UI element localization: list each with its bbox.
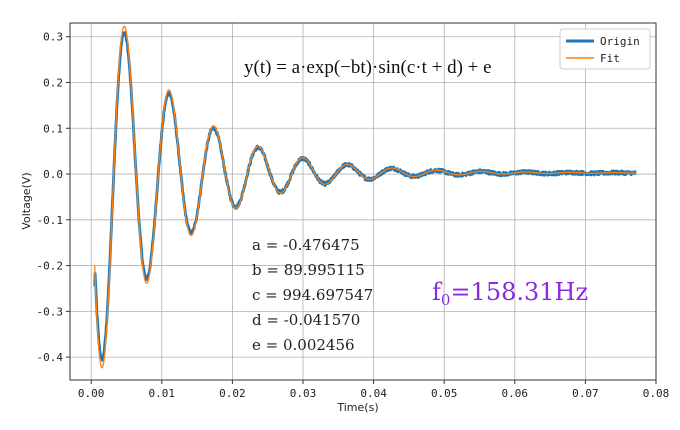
x-tick-label: 0.04 [360, 387, 387, 400]
param-d: d = -0.041570 [252, 311, 360, 329]
frequency-subscript: 0 [441, 291, 451, 309]
frequency-value: =158.31Hz [450, 278, 588, 306]
frequency-symbol: f [432, 278, 443, 306]
y-tick-label: -0.4 [37, 351, 64, 364]
x-tick-label: 0.05 [431, 387, 458, 400]
y-tick-label: -0.1 [37, 214, 64, 227]
param-e: e = 0.002456 [252, 336, 355, 354]
series-group [93, 25, 638, 369]
x-tick-label: 0.02 [219, 387, 246, 400]
x-tick-label: 0.00 [78, 387, 105, 400]
legend-label-fit: Fit [600, 52, 620, 65]
y-tick-label: -0.2 [37, 260, 64, 273]
param-b: b = 89.995115 [252, 261, 365, 279]
y-tick-label: 0.2 [43, 77, 63, 90]
y-tick-label: -0.3 [37, 305, 64, 318]
x-axis-title: Time(s) [336, 401, 378, 414]
y-axis-title: Voltage(V) [20, 172, 33, 229]
plot-frame [69, 22, 657, 381]
frequency-annotation: f0=158.31Hz [432, 278, 588, 309]
x-tick-label: 0.08 [643, 387, 670, 400]
x-tick-label: 0.03 [290, 387, 317, 400]
legend-label-origin: Origin [600, 35, 640, 48]
parameter-panel: a = -0.476475 b = 89.995115 c = 994.6975… [252, 236, 373, 354]
y-tick-label: 0.1 [43, 122, 63, 135]
legend: Origin Fit [559, 28, 651, 70]
series-line-fit [94, 25, 637, 369]
y-tick-label: 0.0 [43, 168, 63, 181]
y-axis: -0.4 -0.3 -0.2 -0.1 0.0 0.1 0.2 0.3 [37, 31, 70, 364]
x-axis: 0.00 0.01 0.02 0.03 0.04 0.05 0.06 0.07 0.08 [78, 380, 669, 400]
x-tick-label: 0.07 [572, 387, 599, 400]
param-c: c = 994.697547 [252, 286, 373, 304]
formula-text: y(t) = a·exp(−bt)·sin(c·t + d) + e [244, 57, 492, 78]
y-tick-label: 0.3 [43, 31, 63, 44]
x-tick-label: 0.06 [502, 387, 529, 400]
param-a: a = -0.476475 [252, 236, 360, 254]
x-tick-label: 0.01 [149, 387, 176, 400]
legend-box [559, 28, 651, 70]
